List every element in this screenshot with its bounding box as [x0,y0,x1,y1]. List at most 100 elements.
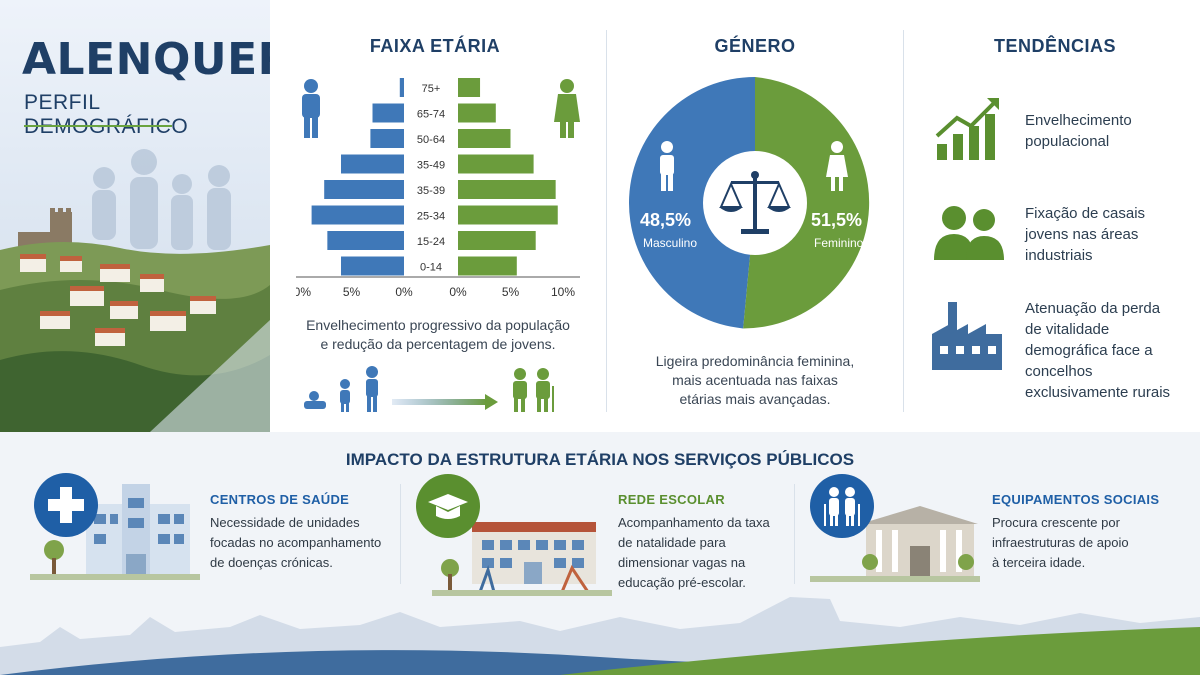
hero-panel: ALENQUER PERFIL DEMOGRÁFICO [0,0,270,432]
impact-section [0,432,1200,675]
male-slice [629,77,755,329]
card-line: Procura crescente por [992,515,1120,530]
balance-scale-icon [719,171,791,234]
female-percentage: 51,5% [811,210,863,230]
card-line: à terceira idade. [992,555,1086,570]
divider [400,484,401,584]
female-figure-icon [554,79,580,138]
age-caption-line-2: e redução da percentagem de jovens. [320,336,556,352]
medical-cross-icon [34,473,98,537]
card-text-social: Procura crescente por infraestruturas de… [992,513,1129,573]
male-bar [341,154,404,174]
school-illustration [432,522,612,596]
male-bar [311,205,404,225]
trend-text-1: Envelhecimento populacional [1025,110,1195,152]
male-percentage: 48,5% [640,210,692,230]
gender-caption: Ligeira predominância feminina, mais ace… [620,352,890,409]
town-landscape-illustration [0,149,270,432]
divider [794,484,795,584]
male-figure-icon [660,141,674,191]
gender-caption-line-3: etárias mais avançadas. [679,391,831,407]
couple-icon [934,206,1004,260]
card-line: infraestruturas de apoio [992,535,1129,550]
trend-line: Envelhecimento [1025,112,1132,129]
trend-line: industriais [1025,247,1093,264]
elderly-icon [513,368,554,412]
trend-line: Atenuação da perda [1025,300,1161,317]
male-figure-icon [302,79,320,138]
skyline-illustration [0,597,1200,675]
card-title-school: REDE ESCOLAR [618,492,725,507]
card-line: Acompanhamento da taxa [618,515,770,530]
hero-title: ALENQUER [22,34,270,85]
female-bar [458,231,536,250]
hero-subtitle: PERFIL DEMOGRÁFICO [24,91,189,138]
factory-icon [932,302,1002,370]
male-bar [399,78,404,97]
life-stages-illustration [304,366,554,412]
age-group-label: 65-74 [417,109,445,121]
social-facility-illustration [810,506,980,582]
card-line: de natalidade para [618,535,726,550]
age-group-label: 0-14 [420,262,442,274]
gender-donut-chart [629,77,870,329]
trend-line: de vitalidade [1025,321,1110,338]
gender-heading: GÉNERO [714,36,796,56]
baby-icon [304,391,326,409]
trend-line: exclusivamente rurais [1025,384,1171,401]
divider [903,30,904,412]
card-line: de doenças crónicas. [210,555,333,570]
hero-divider [24,125,172,127]
age-group-label: 50-64 [417,134,445,146]
female-bar [458,154,534,174]
gender-caption-line-1: Ligeira predominância feminina, [655,353,855,369]
card-line: dimensionar vagas na [618,555,746,570]
growth-chart-icon [935,98,999,160]
male-bar [370,129,404,148]
female-bar [458,256,517,276]
age-caption: Envelhecimento progressivo da população … [296,316,580,354]
axis-tick-label: 10% [551,285,575,299]
graduation-cap-icon [416,474,480,538]
male-bar [324,180,404,199]
child-icon [340,379,350,412]
trend-line: jovens nas áreas [1025,226,1139,243]
female-bar [458,205,558,225]
adult-icon [366,366,378,412]
axis-tick-label: 10% [296,285,311,299]
elderly-couple-icon [810,474,874,538]
card-title-social: EQUIPAMENTOS SOCIAIS [992,492,1160,507]
family-silhouette-icon [92,149,231,250]
trend-text-3: Atenuação da perda de vitalidade demográ… [1025,298,1195,403]
axis-tick-label: 5% [343,285,361,299]
male-bar [341,256,404,276]
age-group-label: 25-34 [417,211,445,223]
axis-tick-label: 5% [502,285,520,299]
health-center-illustration [30,484,200,580]
age-group-label: 35-49 [417,160,445,172]
card-line: Necessidade de unidades [210,515,360,530]
female-bar [458,180,556,199]
axis-tick-label: 0% [449,285,467,299]
age-group-label: 35-39 [417,185,445,197]
male-bar [372,103,404,123]
trend-line: Fixação de casais [1025,205,1146,222]
female-bar [458,129,511,148]
trend-line: demográfica face a [1025,342,1153,359]
trends-heading: TENDÊNCIAS [993,36,1116,56]
age-caption-line-1: Envelhecimento progressivo da população [306,317,570,333]
age-group-label: 75+ [422,83,441,95]
arrow-right-icon [392,394,498,410]
female-label: Feminino [814,236,864,250]
card-text-school: Acompanhamento da taxa de natalidade par… [618,513,770,593]
age-group-label: 15-24 [417,236,445,248]
female-bar [458,103,496,123]
gender-caption-line-2: mais acentuada nas faixas [672,372,838,388]
divider [606,30,607,412]
female-figure-icon [826,141,848,191]
trend-line: populacional [1025,133,1110,150]
card-text-health: Necessidade de unidades focadas no acomp… [210,513,381,573]
male-label: Masculino [643,236,698,250]
trend-text-2: Fixação de casais jovens nas áreas indus… [1025,203,1195,266]
